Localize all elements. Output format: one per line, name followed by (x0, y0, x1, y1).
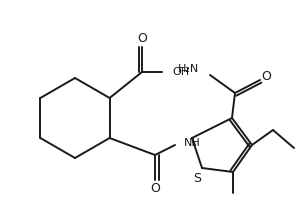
Text: O: O (150, 182, 160, 196)
Text: S: S (193, 171, 201, 184)
Text: H₂N: H₂N (178, 64, 199, 74)
Text: NH: NH (184, 138, 201, 148)
Text: O: O (137, 31, 147, 44)
Text: OH: OH (172, 67, 189, 77)
Text: O: O (261, 69, 271, 82)
